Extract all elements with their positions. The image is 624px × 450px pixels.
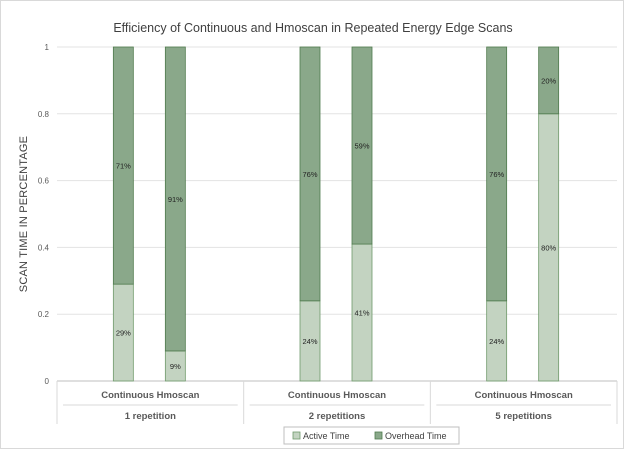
x-subcategory-label: Continuous Hmoscan <box>475 390 573 401</box>
y-axis-label: SCAN TIME IN PERCENTAGE <box>18 136 30 292</box>
bar-overhead-time <box>486 46 508 302</box>
bar-overhead-time <box>351 46 373 245</box>
legend-label: Active Time <box>303 431 350 441</box>
bars-layer <box>112 46 560 382</box>
x-subcategory-label: Continuous Hmoscan <box>101 390 199 401</box>
y-tick-label: 0.6 <box>38 177 50 186</box>
bar-overhead-time <box>299 46 321 302</box>
data-label-overhead: 59% <box>354 142 369 151</box>
y-tick-label: 0.4 <box>38 243 50 252</box>
legend-label: Overhead Time <box>385 431 447 441</box>
bar-overhead-time <box>164 46 186 352</box>
data-label-active: 41% <box>354 309 369 318</box>
legend-swatch <box>292 431 301 440</box>
bar-overhead-time <box>538 46 560 115</box>
data-label-active: 29% <box>116 329 131 338</box>
y-tick-label: 0.2 <box>38 310 50 319</box>
data-label-overhead: 91% <box>168 195 183 204</box>
y-tick-label: 0.8 <box>38 110 50 119</box>
x-axis: Continuous Hmoscan 1 repetition Continuous… <box>56 381 618 424</box>
x-category-label: 2 repetitions <box>309 411 366 422</box>
x-category-label: 5 repetitions <box>495 411 552 422</box>
legend-swatch <box>374 431 383 440</box>
y-tick-label: 1 <box>45 43 50 52</box>
legend-box <box>283 426 460 445</box>
data-label-overhead: 71% <box>116 162 131 171</box>
data-label-overhead: 76% <box>302 170 317 179</box>
data-label-active: 24% <box>302 337 317 346</box>
data-label-active: 9% <box>170 362 181 371</box>
data-label-overhead: 76% <box>489 170 504 179</box>
x-category-label: 1 repetition <box>125 411 176 422</box>
x-subcategory-label: Continuous Hmoscan <box>288 390 386 401</box>
legend: Active Time Overhead Time <box>283 426 460 445</box>
bar-overhead-time <box>112 46 134 285</box>
data-labels-layer: 29% 71% 9% 91% 24% 76% 41% 59% 24% 76% 80% 20% <box>116 76 557 371</box>
data-label-active: 24% <box>489 337 504 346</box>
data-label-active: 80% <box>541 243 556 252</box>
y-tick-label: 0 <box>45 377 50 386</box>
chart-title: Efficiency of Continuous and Hmoscan in … <box>113 21 512 35</box>
data-label-overhead: 20% <box>541 76 556 85</box>
grid-layer: 0 0.2 0.4 0.6 0.8 1 <box>38 43 617 386</box>
